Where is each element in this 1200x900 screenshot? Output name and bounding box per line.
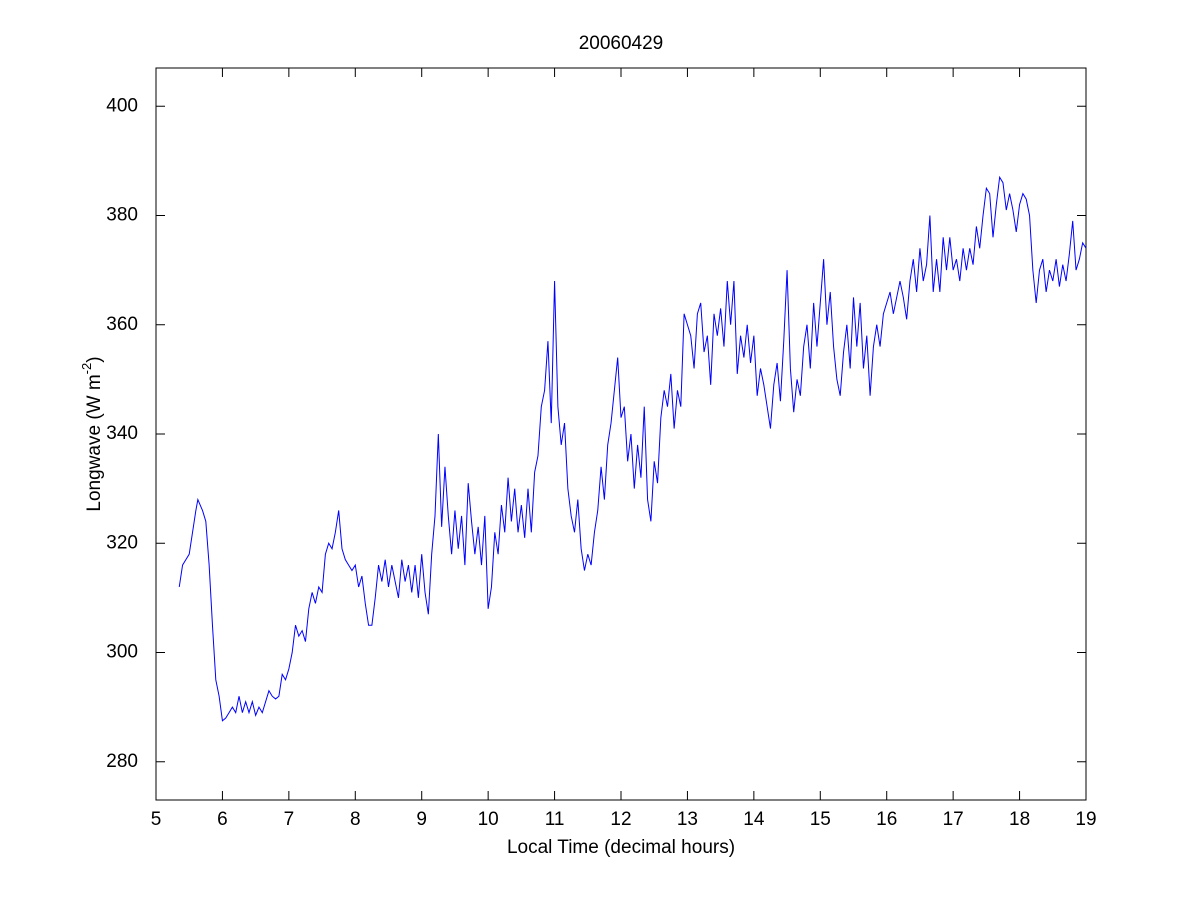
x-tick-label: 15	[810, 809, 831, 830]
y-axis-label-superscript: -2	[79, 363, 94, 375]
y-tick-label: 320	[106, 532, 138, 553]
x-tick-label: 19	[1075, 809, 1096, 830]
x-tick-label: 12	[610, 809, 631, 830]
x-tick-label: 18	[1009, 809, 1030, 830]
x-tick-label: 16	[876, 809, 897, 830]
x-tick-label: 5	[151, 809, 162, 830]
x-tick-label: 11	[545, 809, 565, 830]
x-tick-label: 9	[416, 809, 427, 830]
data-line	[178, 175, 1087, 722]
y-tick-label: 360	[106, 314, 138, 335]
chart-title: 20060429	[579, 33, 664, 54]
x-tick-label: 14	[743, 809, 765, 830]
x-tick-label: 17	[943, 809, 964, 830]
x-tick-label: 13	[677, 809, 698, 830]
y-tick-label: 300	[106, 642, 138, 663]
y-tick-label: 380	[106, 205, 138, 226]
x-axis-label: Local Time (decimal hours)	[507, 837, 735, 858]
x-tick-label: 7	[284, 809, 295, 830]
y-tick-label: 340	[106, 423, 138, 444]
x-tick-label: 6	[217, 809, 228, 830]
y-axis-label-suffix: )	[84, 356, 105, 362]
y-axis-label-text: Longwave (W m	[84, 374, 105, 511]
x-tick-label: 10	[478, 809, 499, 830]
y-tick-label: 400	[106, 95, 138, 116]
y-tick-label: 280	[106, 751, 138, 772]
y-axis-label: Longwave (W m-2)	[79, 356, 105, 511]
x-tick-label: 8	[350, 809, 361, 830]
